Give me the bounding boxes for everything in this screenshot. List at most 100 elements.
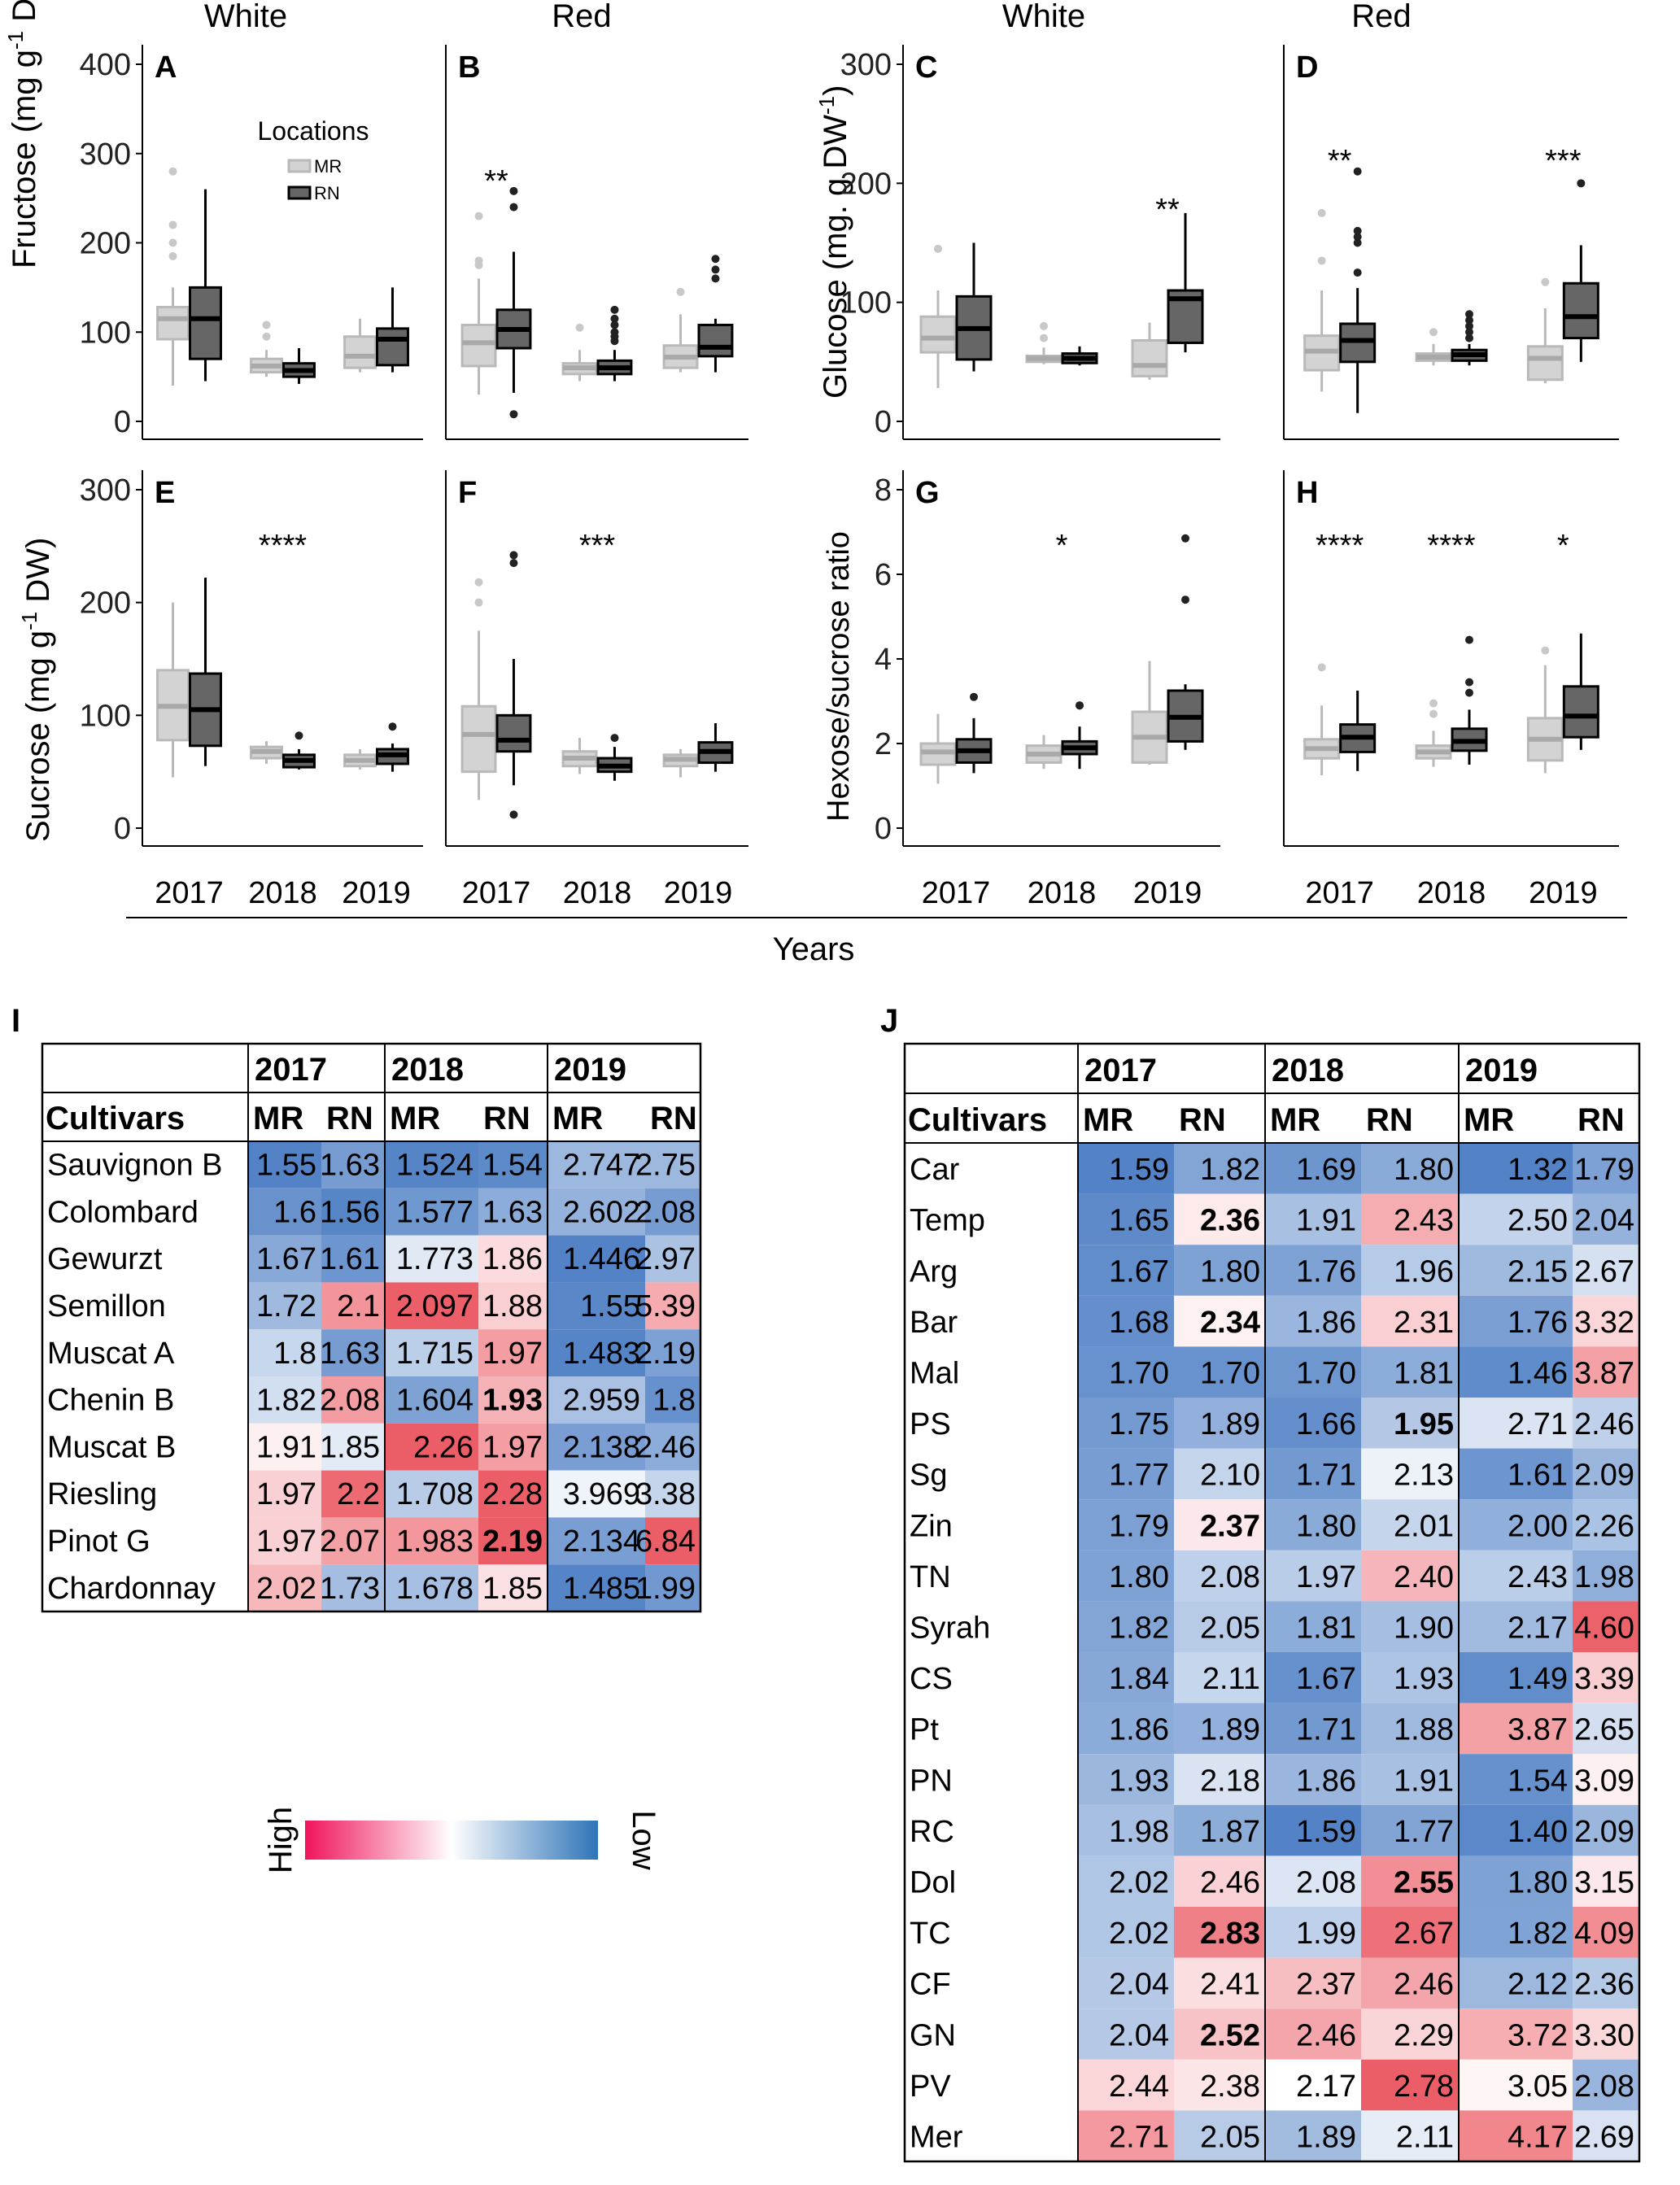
cell-value: 2.46 [635, 1430, 696, 1464]
cell-value: 2.19 [635, 1337, 696, 1371]
box-body [919, 315, 957, 354]
heat-cell [1174, 1398, 1265, 1449]
cell-value: 1.93 [1109, 1764, 1169, 1798]
heat-cell [321, 1188, 385, 1236]
table-row: CS 1.84 2.11 1.67 1.93 1.49 3.39 [910, 1652, 1639, 1703]
significance-stars: **** [1427, 529, 1475, 563]
cell-value: 1.63 [482, 1195, 543, 1229]
heat-cell [1361, 1550, 1459, 1602]
heat-cell [1078, 1856, 1174, 1907]
panel-a: A 0 100 200 300 400 [80, 45, 423, 440]
heat-cell [1078, 2110, 1174, 2161]
location-header: RN [1577, 1102, 1625, 1138]
heat-cell [1174, 1448, 1265, 1500]
cell-value: 1.80 [1394, 1153, 1454, 1187]
cell-value: 1.577 [396, 1195, 473, 1229]
table-row: PV 2.44 2.38 2.17 2.78 3.05 2.08 [910, 2059, 1639, 2111]
cultivar-name: Colombard [47, 1195, 199, 1229]
heat-cell [1174, 1550, 1265, 1602]
heat-cell [1459, 1957, 1573, 2009]
heat-cell [385, 1517, 478, 1565]
cell-value: 2.38 [1200, 2069, 1260, 2104]
outlier-point [474, 212, 483, 220]
heat-cell [1459, 1346, 1573, 1398]
cell-value: 1.85 [320, 1430, 380, 1464]
heat-cell [1174, 1499, 1265, 1550]
cell-value: 1.61 [320, 1242, 380, 1276]
cultivar-name: Chardonnay [47, 1572, 216, 1606]
year-header: 2019 [554, 1052, 626, 1088]
heat-cell [1573, 1193, 1639, 1245]
outlier-point [509, 186, 518, 195]
heat-cell [478, 1329, 548, 1376]
cell-value: 1.82 [1508, 1917, 1568, 1951]
cultivar-name: PV [910, 2069, 951, 2104]
cell-value: 1.89 [1200, 1407, 1260, 1441]
cell-value: 1.91 [1296, 1204, 1356, 1238]
heat-cell [248, 1517, 321, 1565]
box-rn-2019 [1562, 179, 1599, 362]
heat-cell [248, 1235, 321, 1283]
cell-value: 1.72 [256, 1289, 316, 1324]
box-body [156, 306, 190, 341]
significance-stars: **** [1316, 529, 1364, 563]
heat-cell [1459, 1143, 1573, 1194]
heat-cell [321, 1376, 385, 1424]
heat-cell [385, 1282, 478, 1330]
cell-value: 1.98 [1109, 1815, 1169, 1849]
heat-cell [1265, 1754, 1361, 1805]
heat-cell [1265, 1295, 1361, 1347]
heat-cell [1078, 1703, 1174, 1755]
heat-cell [1459, 1295, 1573, 1347]
cell-value: 2.78 [1394, 2069, 1454, 2104]
outlier-point [295, 731, 303, 740]
heat-cell [321, 1141, 385, 1188]
heat-cell [1078, 1295, 1174, 1347]
cell-value: 1.67 [1296, 1662, 1356, 1696]
cell-value: 1.55 [580, 1289, 640, 1324]
cultivar-name: Pt [910, 1713, 939, 1747]
cultivar-name: Pinot G [47, 1524, 151, 1559]
cell-value: 2.34 [1200, 1306, 1260, 1340]
y-tick-label: 300 [80, 137, 131, 172]
y-tick-label: 400 [80, 48, 131, 82]
cell-value: 1.76 [1508, 1306, 1568, 1340]
outlier-point [509, 810, 518, 819]
cell-value: 1.81 [1296, 1611, 1356, 1645]
box-mr-2019 [1131, 322, 1168, 380]
cell-value: 1.80 [1508, 1865, 1568, 1899]
outlier-point [168, 238, 177, 247]
cell-value: 2.05 [1200, 1611, 1260, 1645]
cultivar-name: Arg [910, 1254, 958, 1289]
cultivar-name: Temp [910, 1204, 985, 1238]
cell-value: 2.08 [635, 1195, 696, 1229]
cell-value: 3.39 [1574, 1662, 1634, 1696]
cell-value: 1.87 [1200, 1815, 1260, 1849]
box-mr-2018 [561, 738, 598, 774]
heat-cell [1265, 1398, 1361, 1449]
cell-value: 1.483 [563, 1337, 640, 1371]
cell-value: 1.79 [1574, 1153, 1634, 1187]
cell-value: 2.41 [1200, 1968, 1260, 2002]
box-rn-2019 [376, 287, 409, 373]
panel-c: C 0 100 200 300 ** [840, 45, 1220, 440]
heat-cell [1265, 1550, 1361, 1602]
table-row: TN 1.80 2.08 1.97 2.40 2.43 1.98 [910, 1550, 1639, 1602]
cultivar-name: Muscat B [47, 1430, 176, 1464]
cell-value: 1.80 [1296, 1509, 1356, 1543]
heat-cell [1573, 1601, 1639, 1652]
significance-stars: *** [1545, 144, 1582, 178]
heat-cell [645, 1376, 700, 1424]
table-row: Car 1.59 1.82 1.69 1.80 1.32 1.79 [910, 1143, 1639, 1194]
cell-value: 2.28 [482, 1477, 543, 1511]
heat-cell [248, 1470, 321, 1518]
cell-value: 1.8 [652, 1384, 696, 1418]
table-row: RC 1.98 1.87 1.59 1.77 1.40 2.09 [910, 1804, 1639, 1856]
outlier-point [610, 734, 619, 743]
cell-value: 2.02 [1109, 1865, 1169, 1899]
box-rn-2017 [955, 242, 993, 372]
heat-cell [645, 1282, 700, 1330]
